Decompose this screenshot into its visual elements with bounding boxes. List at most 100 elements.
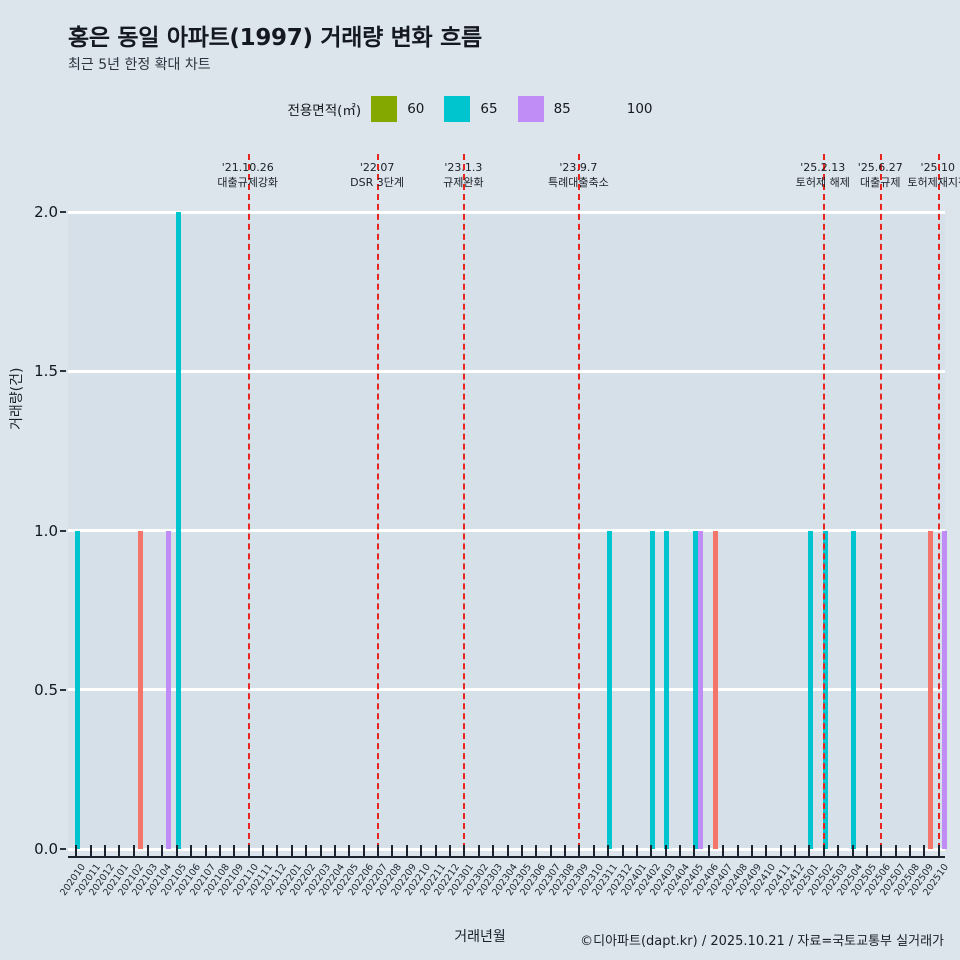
x-tick-mark <box>477 845 480 856</box>
x-tick-mark <box>103 845 106 856</box>
x-tick-mark <box>894 845 897 856</box>
x-tick-mark <box>434 845 437 856</box>
x-tick-mark <box>765 845 768 856</box>
x-axis-line <box>68 856 945 858</box>
bar-100-202104[interactable] <box>165 530 171 849</box>
bar-85-202405[interactable] <box>693 530 699 849</box>
x-tick-mark <box>722 845 725 856</box>
x-tick-mark <box>707 845 710 856</box>
x-tick-mark <box>564 845 566 856</box>
legend-label-60: 60 <box>407 101 425 117</box>
x-tick-mark <box>218 845 221 856</box>
y-tick-label: 2.0 <box>34 203 58 221</box>
legend-swatch-85 <box>517 96 544 122</box>
annotation-label-202502: '25.2.13 토허제 해제 <box>796 160 850 190</box>
x-tick-mark <box>578 845 581 856</box>
y-tick-label: 0.5 <box>34 680 58 699</box>
annotation-line-202110 <box>247 154 250 849</box>
bar-85-202504[interactable] <box>851 530 857 849</box>
x-tick-mark <box>175 845 178 856</box>
bar-100-202510[interactable] <box>942 530 948 849</box>
x-tick-mark <box>837 845 840 856</box>
annotation-label-202309: '23.9.7 특례대출축소 <box>548 160 609 190</box>
x-tick-mark <box>693 845 696 856</box>
x-tick-mark <box>635 845 638 856</box>
x-tick-mark <box>132 845 135 856</box>
bar-85-202010[interactable] <box>74 530 80 849</box>
bar-60-202407[interactable] <box>712 530 718 849</box>
x-tick-mark <box>118 845 121 856</box>
x-tick-mark <box>420 845 423 856</box>
x-tick-mark <box>492 845 495 856</box>
bar-60-202103[interactable] <box>137 530 143 849</box>
x-tick-mark <box>75 845 78 856</box>
annotation-text: 대출규제 <box>860 176 901 189</box>
legend-item-100[interactable]: 100 <box>591 96 667 122</box>
annotation-text: 토허제재지정 <box>907 176 960 189</box>
x-tick-mark <box>405 845 408 856</box>
x-tick-mark <box>779 845 782 856</box>
legend-swatch-65 <box>444 96 471 122</box>
x-tick-mark <box>89 845 92 856</box>
legend-item-60[interactable]: 60 <box>371 96 438 122</box>
y-tick-mark <box>60 688 66 691</box>
x-tick-mark <box>305 845 308 856</box>
x-axis-label: 거래년월 <box>454 929 506 945</box>
annotation-text: 특례대출축소 <box>548 176 609 189</box>
x-tick-mark <box>937 845 940 856</box>
y-tick-mark <box>60 370 66 373</box>
x-tick-mark <box>161 845 164 856</box>
bar-85-202502[interactable] <box>822 530 828 849</box>
annotation-text: 규제완화 <box>443 176 484 189</box>
annotation-line-202301 <box>463 154 466 849</box>
x-tick-mark <box>909 845 912 856</box>
annotation-line-202502 <box>822 154 825 849</box>
footer-note: ©디아파트(dapt.kr) / 2025.10.21 / 자료=국토교통부 실… <box>580 934 944 949</box>
annotation-label-202510: '25.10 토허제재지정 <box>907 160 960 190</box>
x-tick-mark <box>377 845 380 856</box>
annotation-date: '21.10.26 <box>221 161 274 174</box>
bar-85-202403[interactable] <box>664 530 670 849</box>
bar-60-202510[interactable] <box>928 530 934 849</box>
annotation-label-202506: '25.6.27 대출규제 <box>858 160 903 190</box>
annotation-date: '25.10 <box>920 161 956 174</box>
x-tick-mark <box>276 845 279 856</box>
legend-title: 전용면적(㎡) <box>287 103 362 119</box>
bar-85-202105[interactable] <box>175 212 181 849</box>
x-tick-mark <box>262 845 265 856</box>
y-tick-label: 1.5 <box>34 362 58 381</box>
x-tick-mark <box>822 845 825 856</box>
bar-85-202402[interactable] <box>650 530 656 849</box>
y-axis-tick-labels: 0.0 0.5 1.0 1.5 2.0 <box>0 203 58 858</box>
page-title: 홍은 동일 아파트(1997) 거래량 변화 흐름 <box>68 25 482 51</box>
x-tick-mark <box>448 845 451 856</box>
gridline <box>68 529 945 532</box>
x-tick-mark <box>348 845 351 856</box>
x-tick-mark <box>794 845 797 856</box>
gridline <box>68 369 945 373</box>
x-tick-mark <box>520 845 523 856</box>
x-tick-mark <box>607 845 610 856</box>
annotation-line-202506 <box>880 154 883 849</box>
annotation-date: '22.07 <box>359 161 395 174</box>
annotation-text: DSR 3단계 <box>350 176 405 189</box>
x-tick-mark <box>333 845 336 856</box>
page-subtitle: 최근 5년 한정 확대 차트 <box>68 57 211 73</box>
x-tick-mark <box>204 845 207 856</box>
legend: 전용면적(㎡) 60 65 85 100 <box>0 96 960 122</box>
legend-item-85[interactable]: 85 <box>517 96 585 122</box>
y-tick-mark <box>60 529 66 532</box>
y-tick-mark <box>60 211 66 213</box>
y-tick-label: 1.0 <box>34 521 58 540</box>
x-tick-mark <box>535 845 538 856</box>
bar-100-202405[interactable] <box>697 530 703 849</box>
legend-label-85: 85 <box>553 101 571 117</box>
bar-85-202501[interactable] <box>808 530 814 849</box>
annotation-label-202110: '21.10.26 대출규제강화 <box>217 160 278 190</box>
x-tick-mark <box>147 845 150 856</box>
legend-item-65[interactable]: 65 <box>444 96 511 122</box>
x-tick-mark <box>851 845 854 856</box>
x-tick-mark <box>319 845 322 856</box>
bar-85-202311[interactable] <box>606 530 612 849</box>
